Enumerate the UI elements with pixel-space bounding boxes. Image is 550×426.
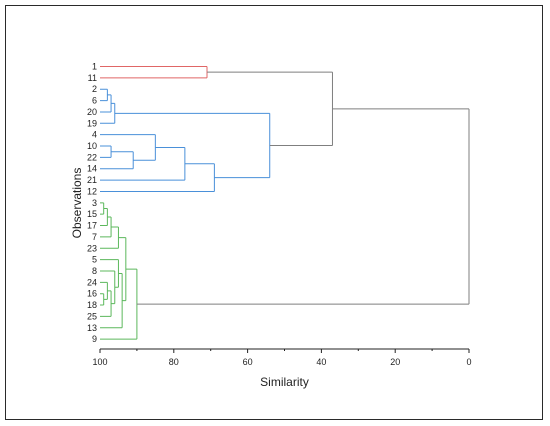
leaf-label-23: 23: [87, 243, 97, 253]
leaf-label-10: 10: [87, 141, 97, 151]
leaf-label-6: 6: [92, 96, 97, 106]
x-axis: 100 80 60 40 20 0: [92, 348, 472, 367]
merge-link-m10: [114, 112, 271, 179]
dendrogram-links: [100, 66, 470, 340]
leaf-label-7: 7: [92, 232, 97, 242]
leaf-label-24: 24: [87, 277, 97, 287]
leaf-label-2: 2: [92, 84, 97, 94]
leaf-label-14: 14: [87, 164, 97, 174]
leaf-label-3: 3: [92, 198, 97, 208]
chart-frame: [5, 5, 543, 420]
x-tick-label-0: 0: [466, 357, 471, 367]
leaf-label-18: 18: [87, 300, 97, 310]
leaf-labels: 1112620194102214211231517723582416182513…: [87, 62, 97, 345]
merge-link-m1: [100, 66, 208, 79]
merge-link-m3: [100, 94, 112, 113]
leaf-label-8: 8: [92, 266, 97, 276]
leaf-label-22: 22: [87, 152, 97, 162]
merge-link-m5: [100, 145, 112, 158]
merge-link-m9: [100, 163, 215, 192]
x-tick-label-100: 100: [92, 357, 107, 367]
x-ticks: 100 80 60 40 20 0: [92, 349, 472, 367]
merge-link-m7: [100, 134, 156, 161]
x-tick-label-40: 40: [316, 357, 326, 367]
x-axis-title: Similarity: [260, 375, 309, 389]
leaf-label-11: 11: [88, 73, 97, 83]
leaf-label-12: 12: [87, 186, 97, 196]
x-tick-label-20: 20: [390, 357, 400, 367]
merge-link-m8: [100, 146, 186, 181]
leaf-label-1: 1: [92, 62, 97, 72]
merge-link-m12: [100, 202, 105, 215]
merge-link-m20: [100, 259, 119, 288]
merge-link-m16: [100, 293, 105, 306]
leaf-label-20: 20: [87, 107, 97, 117]
leaf-label-15: 15: [87, 209, 97, 219]
leaf-label-4: 4: [92, 130, 97, 140]
leaf-label-13: 13: [87, 323, 97, 333]
leaf-label-9: 9: [92, 334, 97, 344]
leaf-label-19: 19: [87, 118, 97, 128]
x-tick-label-60: 60: [243, 357, 253, 367]
leaf-label-25: 25: [87, 311, 97, 321]
leaf-label-16: 16: [87, 289, 97, 299]
leaf-label-17: 17: [87, 221, 97, 231]
leaf-label-5: 5: [92, 255, 97, 265]
merge-link-m6: [100, 151, 134, 170]
x-tick-label-80: 80: [169, 357, 179, 367]
merge-link-m24: [136, 108, 470, 305]
merge-link-m4: [100, 102, 116, 124]
merge-link-m15: [100, 226, 119, 249]
merge-link-m18: [100, 290, 112, 317]
y-axis-title: Observations: [70, 168, 84, 239]
merge-link-m2: [100, 88, 108, 102]
merge-link-m14: [100, 216, 112, 238]
leaf-label-21: 21: [87, 175, 97, 185]
